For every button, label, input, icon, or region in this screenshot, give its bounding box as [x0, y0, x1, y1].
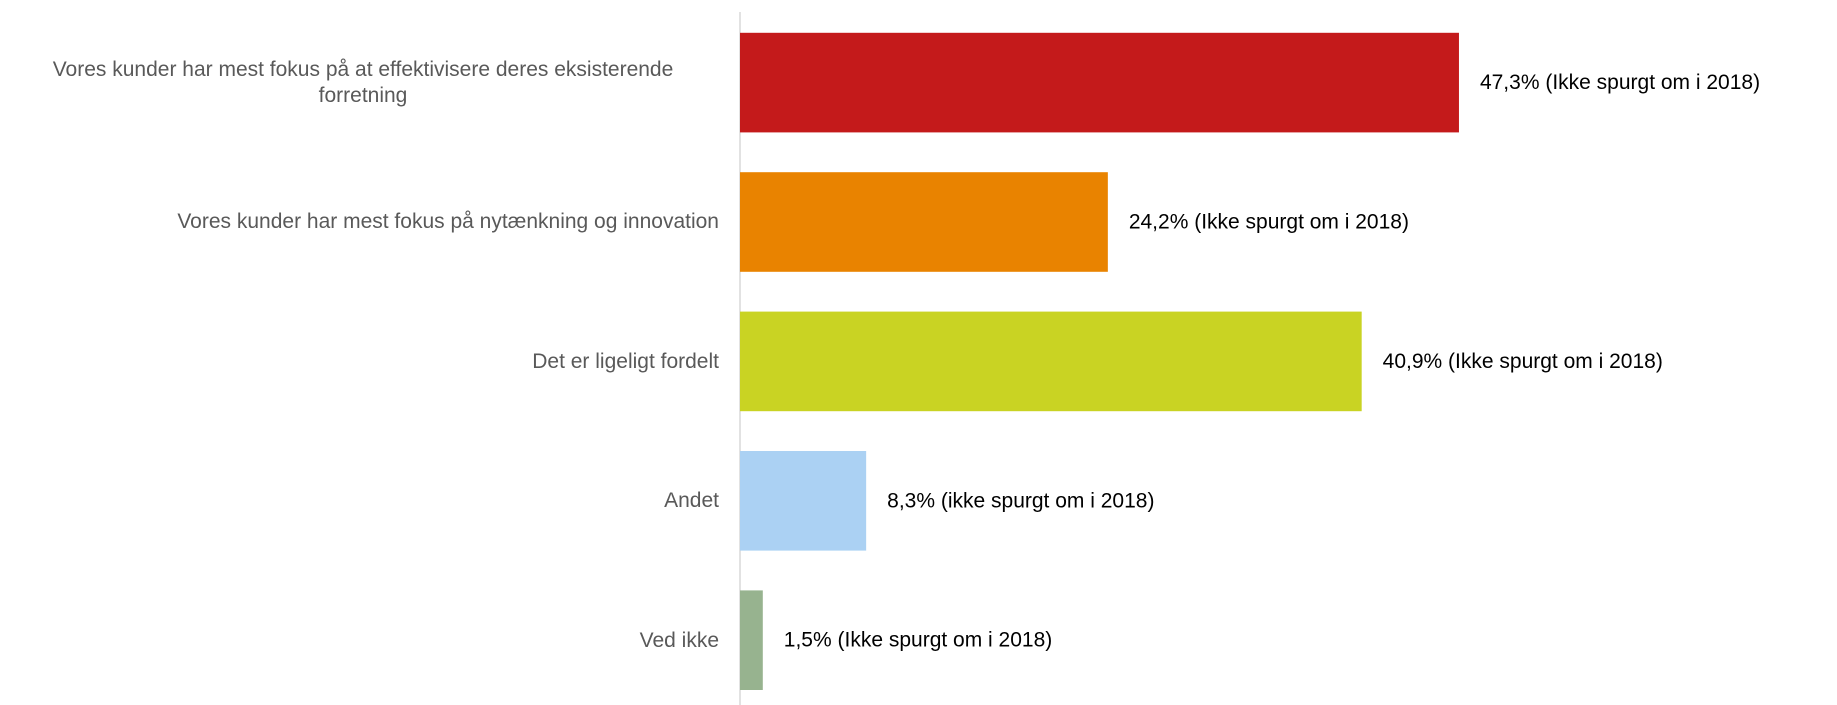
bar [740, 311, 1362, 412]
value-label: 24,2% (Ikke spurgt om i 2018) [1129, 211, 1409, 234]
bar [740, 172, 1108, 272]
bar [740, 32, 1459, 133]
category-label-box: Det er ligeligt fordelt [0, 312, 719, 412]
category-label: Vores kunder har mest fokus på at effekt… [52, 58, 674, 107]
value-label: 1,5% (Ikke spurgt om i 2018) [784, 629, 1052, 652]
category-label: Det er ligeligt fordelt [532, 349, 719, 373]
value-label: 8,3% (ikke spurgt om i 2018) [887, 489, 1154, 512]
bar [740, 590, 763, 690]
value-label: 40,9% (Ikke spurgt om i 2018) [1383, 350, 1663, 373]
category-label: Andet [664, 489, 719, 513]
bar [740, 451, 867, 551]
category-label-box: Vores kunder har mest fokus på nytænknin… [0, 172, 719, 272]
category-label-box: Vores kunder har mest fokus på at effekt… [0, 33, 719, 133]
category-label-box: Ved ikke [0, 590, 719, 690]
category-label: Ved ikke [639, 628, 719, 652]
value-label: 47,3% (Ikke spurgt om i 2018) [1480, 71, 1760, 94]
category-label: Vores kunder har mest fokus på nytænknin… [177, 210, 719, 234]
category-label-box: Andet [0, 451, 719, 551]
